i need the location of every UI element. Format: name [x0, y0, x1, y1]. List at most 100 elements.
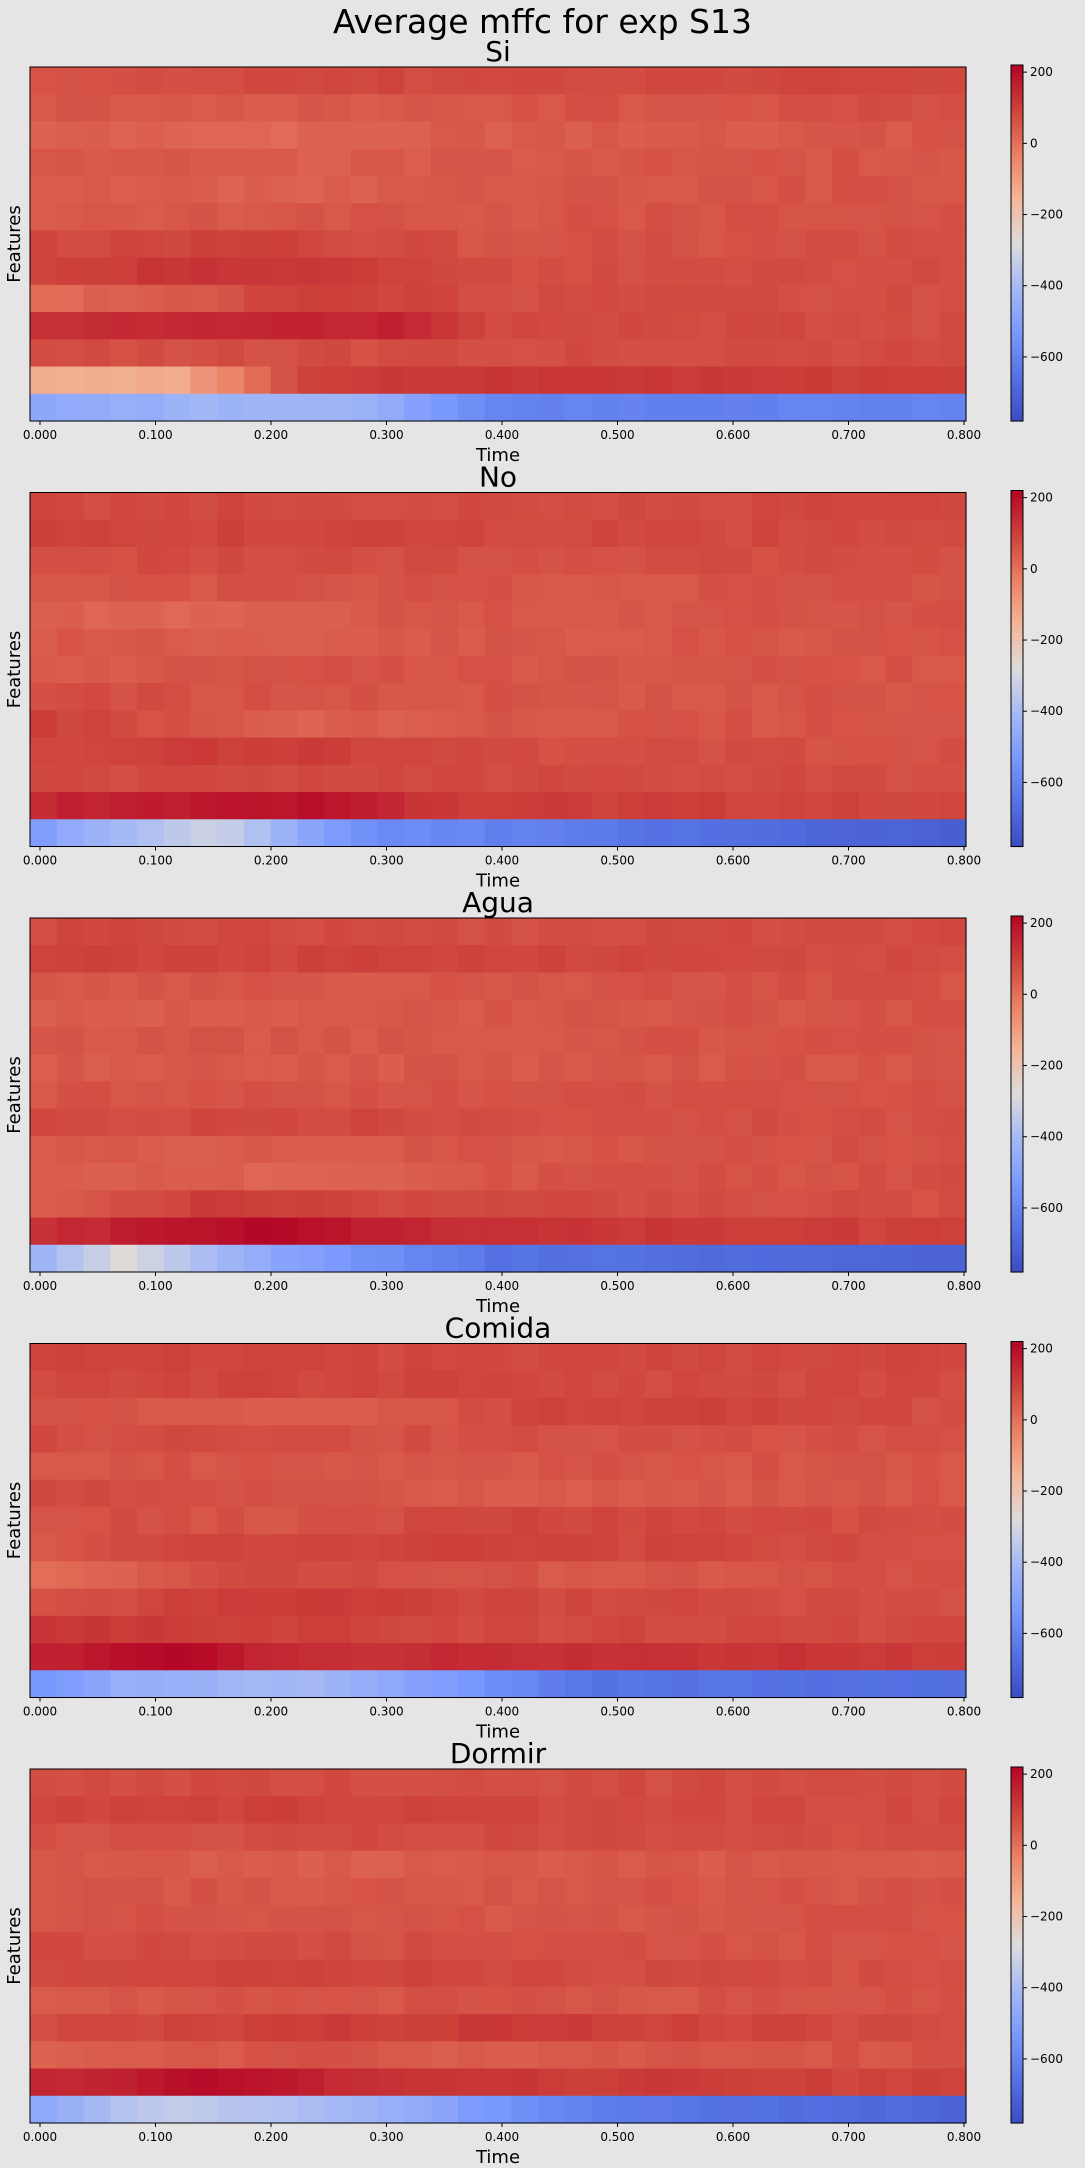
heatmap-cell [699, 312, 726, 340]
heatmap-cell [83, 367, 110, 395]
heatmap-cell [886, 656, 913, 684]
colorbar-segment [1011, 1256, 1023, 1261]
heatmap-cell [725, 1344, 752, 1372]
heatmap-cell [859, 1027, 886, 1055]
heatmap-cell [859, 1960, 886, 1988]
colorbar-segment [1011, 1965, 1023, 1970]
heatmap-cell [511, 339, 538, 367]
heatmap-cell [672, 945, 699, 973]
heatmap-cell [83, 1905, 110, 1933]
heatmap-cell [244, 601, 271, 629]
heatmap-cell [485, 1878, 512, 1906]
heatmap-cell [324, 1163, 351, 1191]
heatmap-cell [752, 1589, 779, 1617]
heatmap-cell [511, 656, 538, 684]
heatmap-cell [83, 121, 110, 149]
x-tick-label: 0.400 [485, 2130, 519, 2144]
heatmap-cell [699, 765, 726, 793]
heatmap-cell [832, 945, 859, 973]
heatmap-cell [431, 738, 458, 766]
heatmap-cell [271, 972, 298, 1000]
heatmap-cell [672, 1561, 699, 1589]
heatmap-cell [485, 230, 512, 258]
heatmap-cell [886, 765, 913, 793]
heatmap-cell [431, 945, 458, 973]
heatmap-cell [431, 1905, 458, 1933]
heatmap-cell [431, 1823, 458, 1851]
heatmap-cell [217, 2014, 244, 2042]
heatmap-cell [752, 1163, 779, 1191]
heatmap-cell [886, 547, 913, 575]
heatmap-cell [217, 629, 244, 657]
heatmap-cell [271, 312, 298, 340]
heatmap-cell [859, 2069, 886, 2097]
colorbar-segment [1011, 1357, 1023, 1362]
heatmap-cell [538, 710, 565, 738]
heatmap-cell [806, 1851, 833, 1879]
colorbar-segment [1011, 1595, 1023, 1600]
heatmap-cell [592, 601, 619, 629]
colorbar-segment [1011, 1102, 1023, 1107]
heatmap-cell [859, 918, 886, 946]
heatmap-cell [30, 1190, 57, 1218]
colorbar-segment [1011, 1409, 1023, 1414]
colorbar-segment [1011, 1795, 1023, 1800]
heatmap-cell [351, 1344, 378, 1372]
heatmap-cell [672, 1000, 699, 1028]
heatmap-cell [404, 601, 431, 629]
colorbar-segment [1011, 2000, 1023, 2005]
heatmap-cell [110, 1081, 137, 1109]
heatmap-cell [913, 2014, 940, 2042]
heatmap-cell [244, 945, 271, 973]
heatmap-cell [752, 1823, 779, 1851]
heatmap-cell [511, 1027, 538, 1055]
heatmap-cell [913, 1878, 940, 1906]
colorbar-segment [1011, 991, 1023, 996]
heatmap-cell [110, 1589, 137, 1617]
heatmap-cell [779, 945, 806, 973]
heatmap-cell [618, 547, 645, 575]
heatmap-cell [725, 1163, 752, 1191]
heatmap-cell [645, 1878, 672, 1906]
colorbar-segment [1011, 1082, 1023, 1087]
colorbar-segment [1011, 728, 1023, 733]
heatmap-cell [137, 1823, 164, 1851]
heatmap-cell [511, 258, 538, 286]
heatmap-cell [913, 1218, 940, 1246]
heatmap-cell [859, 1643, 886, 1671]
heatmap-cell [324, 1878, 351, 1906]
heatmap-cell [164, 176, 191, 204]
heatmap-cell [565, 1398, 592, 1426]
heatmap-cell [458, 918, 485, 946]
heatmap-cell [137, 1190, 164, 1218]
heatmap-cell [859, 2041, 886, 2069]
heatmap-cell [57, 1398, 84, 1426]
heatmap-cell [297, 1000, 324, 1028]
heatmap-cell [699, 1218, 726, 1246]
heatmap-cell [725, 945, 752, 973]
heatmap-cell [886, 918, 913, 946]
colorbar-segment [1011, 1377, 1023, 1382]
heatmap-cell [431, 394, 458, 422]
heatmap-cell [592, 1163, 619, 1191]
heatmap-cell [699, 230, 726, 258]
heatmap-cell [886, 1823, 913, 1851]
colorbar-segment [1011, 1686, 1023, 1691]
heatmap-cell [779, 547, 806, 575]
heatmap-cell [592, 1823, 619, 1851]
heatmap-cell [511, 629, 538, 657]
heatmap-cell [939, 1534, 966, 1562]
heatmap-cell [190, 312, 217, 340]
heatmap-cell [404, 1643, 431, 1671]
colorbar-segment [1011, 401, 1023, 406]
heatmap-cell [244, 94, 271, 122]
heatmap-cell [645, 520, 672, 548]
heatmap-cell [886, 1932, 913, 1960]
heatmap-cell [324, 1851, 351, 1879]
colorbar-segment [1011, 1153, 1023, 1158]
heatmap-cell [485, 738, 512, 766]
colorbar-segment [1011, 1874, 1023, 1879]
colorbar-segment [1011, 1678, 1023, 1683]
heatmap-cell [779, 656, 806, 684]
heatmap-cell [752, 1616, 779, 1644]
